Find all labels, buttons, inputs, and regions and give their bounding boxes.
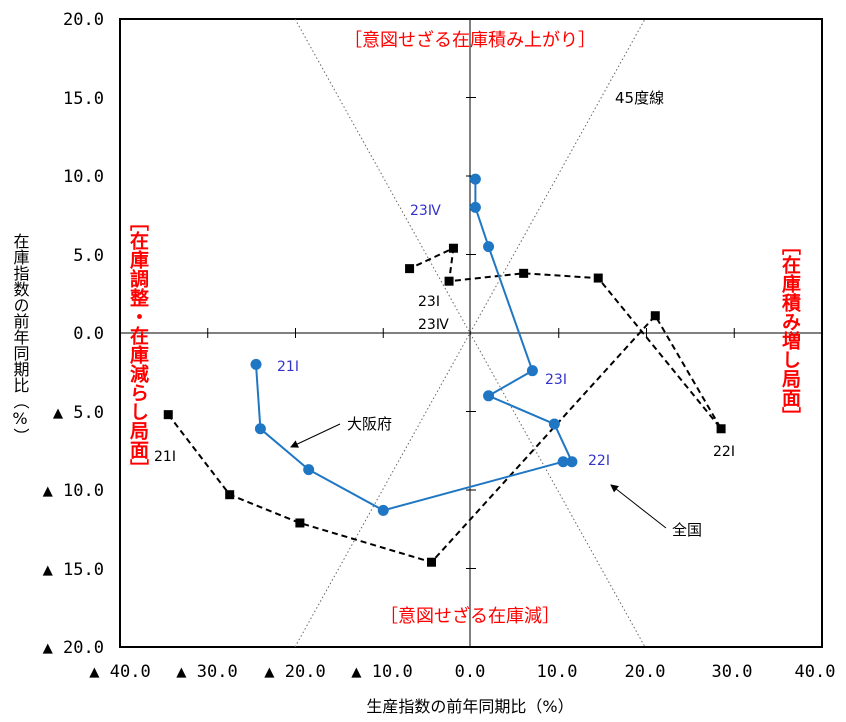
data-point-national <box>225 490 235 500</box>
series-label-osaka: 大阪府 <box>347 415 392 433</box>
y-tick-label: ▲ 20.0 <box>43 638 104 658</box>
data-point-osaka <box>526 365 538 377</box>
osaka-22I-label: 22Ⅰ <box>588 453 610 469</box>
y-tick-label: 5.0 <box>73 246 104 266</box>
quadrant-label-bottom: ［意図せざる在庫減］ <box>380 605 560 627</box>
y-tick-labels: 20.0 15.0 10.0 5.0 0.0 ▲ 5.0 ▲ 10.0 ▲ 15… <box>43 10 104 658</box>
data-point-osaka <box>250 358 262 370</box>
quadrant-label-right: ［在庫積み増し局面］ <box>779 236 801 426</box>
x-tick-label: ▲ 10.0 <box>351 662 412 682</box>
data-point-national <box>405 264 415 274</box>
data-point-osaka <box>548 418 560 430</box>
data-point-osaka <box>469 201 481 213</box>
x-tick-label: 40.0 <box>795 662 836 682</box>
y-tick-label: ▲ 10.0 <box>43 481 104 501</box>
data-point-national <box>427 557 437 567</box>
x-tick-labels: ▲ 40.0 ▲ 30.0 ▲ 20.0 ▲ 10.0 0.0 10.0 20.… <box>89 662 835 682</box>
y-axis-title: 在庫指数の前年同期比（%） <box>11 233 30 444</box>
y-tick-label: 0.0 <box>73 324 104 344</box>
national-22I-label: 22Ⅰ <box>713 444 735 460</box>
osaka-23IV-label: 23Ⅳ <box>410 203 441 219</box>
osaka-21I-label: 21Ⅰ <box>277 359 299 375</box>
quadrant-label-left: ［在庫調整・在庫減らし局面］ <box>127 212 149 478</box>
x-axis-title: 生産指数の前年同期比（%） <box>366 697 573 716</box>
point-annotations: 21Ⅰ 22Ⅰ 23Ⅰ 23Ⅳ 21Ⅰ 22Ⅰ 23Ⅰ 23Ⅳ <box>154 203 735 469</box>
data-point-national <box>163 410 173 420</box>
x-tick-label: 20.0 <box>625 662 666 682</box>
x-tick-label: 10.0 <box>537 662 578 682</box>
national-21I-label: 21Ⅰ <box>154 449 176 465</box>
series-label-national: 全国 <box>672 521 702 539</box>
series-line-national <box>167 247 723 564</box>
x-tick-label: 0.0 <box>455 662 486 682</box>
x-tick-label: 30.0 <box>712 662 753 682</box>
y-tick-label: 10.0 <box>63 167 104 187</box>
series-layer <box>163 173 726 567</box>
y-tick-label: 20.0 <box>63 10 104 30</box>
data-point-national <box>650 311 660 321</box>
data-point-osaka <box>483 241 495 253</box>
y-tick-label: ▲ 5.0 <box>53 403 104 423</box>
series-line-osaka <box>255 179 573 512</box>
national-23IV-label: 23Ⅳ <box>418 317 449 333</box>
data-point-national <box>716 424 726 434</box>
axis-ticks <box>119 18 823 648</box>
data-point-national <box>593 273 603 283</box>
national-23I-label: 23Ⅰ <box>418 294 440 310</box>
y-tick-label: 15.0 <box>63 89 104 109</box>
line-45-label: 45度線 <box>615 89 664 107</box>
data-point-osaka <box>303 464 315 476</box>
y-tick-label: ▲ 15.0 <box>43 560 104 580</box>
data-point-osaka <box>483 390 495 402</box>
osaka-23I-label: 23Ⅰ <box>545 372 567 388</box>
data-point-osaka <box>254 423 266 435</box>
national-callout-arrow <box>610 484 667 529</box>
x-tick-label: ▲ 30.0 <box>176 662 237 682</box>
quadrant-label-top: ［意図せざる在庫積み上がり］ <box>344 29 596 51</box>
data-point-osaka <box>377 504 389 516</box>
data-point-osaka <box>557 456 569 468</box>
osaka-callout-arrow <box>290 423 341 448</box>
data-point-national <box>448 243 458 253</box>
data-point-national <box>295 518 305 528</box>
data-point-osaka <box>469 173 481 185</box>
data-point-national <box>519 268 529 278</box>
data-point-national <box>444 276 454 286</box>
x-tick-label: ▲ 20.0 <box>264 662 325 682</box>
x-tick-label: ▲ 40.0 <box>89 662 150 682</box>
data-point-osaka <box>566 456 578 468</box>
